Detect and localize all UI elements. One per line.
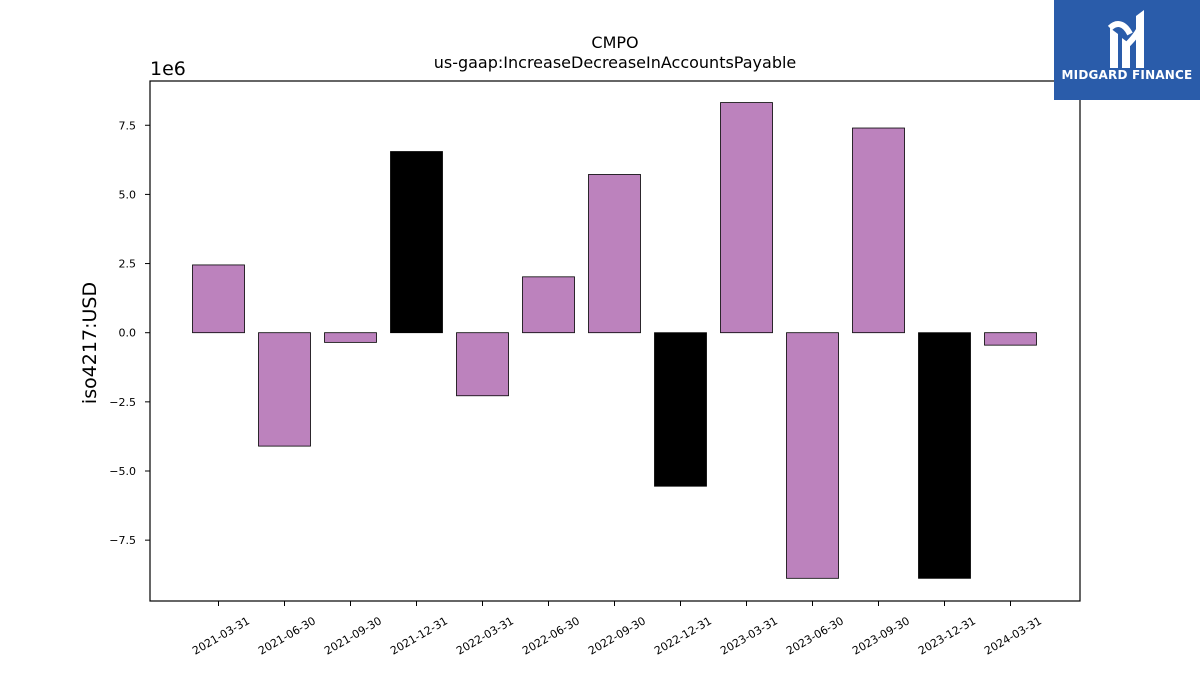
y-axis-label: iso4217:USD — [79, 282, 101, 404]
y-tick-label: −5.0 — [109, 465, 136, 478]
bar — [984, 332, 1037, 346]
x-tick-label: 2022-03-31 — [454, 614, 516, 657]
y-tick-label: −7.5 — [109, 534, 136, 547]
bar — [456, 332, 509, 397]
bar — [324, 332, 377, 343]
bar — [522, 276, 575, 334]
midgard-finance-logo: MIDGARD FINANCE — [1054, 0, 1200, 100]
bar — [588, 174, 641, 334]
x-tick-label: 2022-12-31 — [652, 614, 714, 657]
x-tick-label: 2023-03-31 — [718, 614, 780, 657]
bar — [390, 151, 443, 334]
bars-group — [192, 102, 1037, 579]
y-axis-offset-label: 1e6 — [150, 58, 186, 80]
y-tick-label: 7.5 — [119, 119, 137, 132]
bar — [786, 332, 839, 579]
x-tick-label: 2022-06-30 — [520, 614, 582, 657]
y-tick-label: 2.5 — [119, 258, 137, 271]
x-tick-label: 2023-09-30 — [850, 614, 912, 657]
x-tick-label: 2024-03-31 — [982, 614, 1044, 657]
bar — [852, 127, 905, 334]
bar — [192, 264, 245, 334]
y-tick-label: 0.0 — [119, 327, 137, 340]
y-tick-label: 5.0 — [119, 188, 137, 201]
x-tick-label: 2021-09-30 — [322, 614, 384, 657]
bar — [258, 332, 311, 447]
logo-text: MIDGARD FINANCE — [1061, 68, 1193, 82]
x-tick-label: 2021-06-30 — [256, 614, 318, 657]
bar — [654, 332, 707, 487]
x-tick-label: 2021-12-31 — [388, 614, 450, 657]
bar — [918, 332, 971, 579]
x-tick-label: 2023-12-31 — [916, 614, 978, 657]
x-axis: 2021-03-31 2021-06-30 2021-09-30 2021-12-31… — [190, 601, 1044, 658]
y-tick-label: −2.5 — [109, 396, 136, 409]
x-tick-label: 2022-09-30 — [586, 614, 648, 657]
midgard-logo-icon — [1107, 10, 1144, 68]
x-tick-label: 2021-03-31 — [190, 614, 252, 657]
plot-frame — [149, 80, 1081, 602]
y-axis: −7.5 −5.0 −2.5 0.0 2.5 5.0 7.5 — [109, 119, 150, 547]
x-tick-label: 2023-06-30 — [784, 614, 846, 657]
chart-title: CMPO — [591, 33, 638, 52]
chart-subtitle: us-gaap:IncreaseDecreaseInAccountsPayabl… — [434, 53, 797, 72]
bar — [720, 102, 773, 334]
